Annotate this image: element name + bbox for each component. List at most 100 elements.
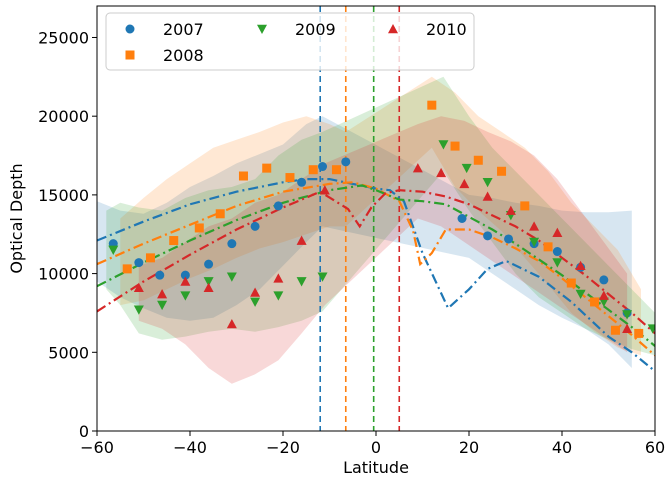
point-2008 <box>308 165 318 175</box>
x-axis-label: Latitude <box>343 458 409 477</box>
point-2008 <box>543 242 553 252</box>
point-2008 <box>590 297 600 307</box>
point-2007 <box>599 275 609 285</box>
point-2010 <box>622 323 633 333</box>
point-2008 <box>285 173 295 183</box>
y-tick-label: 0 <box>79 422 89 441</box>
point-2008 <box>450 141 460 151</box>
point-2010 <box>157 289 168 299</box>
y-tick-label: 10000 <box>38 265 89 284</box>
point-2009 <box>203 277 214 287</box>
point-2010 <box>203 282 214 293</box>
point-2009 <box>598 297 609 307</box>
x-tick-label: 0 <box>371 438 381 457</box>
legend-label-2010: 2010 <box>426 20 467 39</box>
band-2007 <box>97 116 632 368</box>
point-2009 <box>461 163 472 174</box>
point-2008 <box>145 253 155 263</box>
legend-marker-2008 <box>125 50 135 60</box>
reference-lines <box>319 6 401 431</box>
point-2009 <box>180 291 191 301</box>
x-tick-label: −60 <box>80 438 114 457</box>
uncertainty-bands <box>97 76 655 384</box>
point-2007 <box>155 270 165 280</box>
legend-marker-2009 <box>257 24 267 34</box>
x-tick-label: −40 <box>173 438 207 457</box>
point-2009 <box>157 300 168 311</box>
point-2007 <box>227 239 237 249</box>
legend-label-2007: 2007 <box>163 20 204 39</box>
y-axis-label: Optical Depth <box>7 163 26 273</box>
point-2008 <box>610 325 620 335</box>
fit-line-2007 <box>97 178 655 373</box>
point-2010 <box>436 167 447 178</box>
point-2010 <box>273 273 284 283</box>
point-2008 <box>497 166 507 176</box>
point-2010 <box>575 260 586 271</box>
point-2008 <box>169 236 179 246</box>
point-2008 <box>331 165 341 175</box>
point-2010 <box>296 235 307 245</box>
y-tick-label: 25000 <box>38 28 89 47</box>
point-2009 <box>273 291 284 301</box>
point-2007 <box>318 162 328 172</box>
y-tick-label: 5000 <box>48 343 89 362</box>
legend-marker-2007 <box>125 24 135 34</box>
x-tick-label: −20 <box>266 438 300 457</box>
point-2007 <box>297 177 307 187</box>
point-2010 <box>226 318 237 329</box>
point-2007 <box>504 234 514 244</box>
point-2007 <box>552 247 562 257</box>
point-2009 <box>133 305 144 315</box>
point-2010 <box>250 287 261 297</box>
point-2008 <box>194 223 204 233</box>
y-tick-label: 20000 <box>38 107 89 126</box>
point-2009 <box>296 277 307 287</box>
point-2007 <box>483 231 493 241</box>
fit-lines <box>97 178 655 373</box>
point-2007 <box>204 259 214 269</box>
point-2008 <box>215 209 225 219</box>
point-2010 <box>412 163 423 173</box>
point-2008 <box>238 171 248 181</box>
point-2010 <box>505 205 516 215</box>
axes: −60 −40 −20 0 20 40 60 0 5000 10000 15000 20000 2500… <box>38 5 665 457</box>
point-2010 <box>482 191 493 201</box>
legend-box <box>105 12 475 71</box>
y-tick-label: 15000 <box>38 186 89 205</box>
point-2007 <box>273 201 283 211</box>
point-2009 <box>250 297 261 307</box>
point-2010 <box>133 282 144 293</box>
data-points <box>108 100 655 338</box>
point-2009 <box>317 272 328 282</box>
point-2007 <box>457 214 467 223</box>
point-2008 <box>427 100 437 110</box>
band-2009 <box>106 76 655 356</box>
point-2009 <box>552 258 563 268</box>
point-2008 <box>520 201 530 211</box>
legend-label-2009: 2009 <box>295 20 336 39</box>
x-tick-label: 20 <box>459 438 479 457</box>
point-2008 <box>473 155 483 165</box>
fit-line-2010 <box>97 189 655 335</box>
legend: 2007 2008 2009 2010 <box>105 12 475 71</box>
fit-line-2009 <box>97 184 655 347</box>
point-2010 <box>319 185 330 195</box>
point-2009 <box>622 310 633 320</box>
x-tick-label: 40 <box>552 438 572 457</box>
legend-label-2008: 2008 <box>163 46 204 65</box>
point-2008 <box>634 328 644 338</box>
point-2010 <box>552 227 563 237</box>
legend-marker-2010 <box>388 24 398 34</box>
point-2010 <box>598 290 609 300</box>
point-2010 <box>459 178 470 189</box>
point-2007 <box>134 258 144 268</box>
point-2009 <box>438 140 449 150</box>
point-2008 <box>122 264 132 274</box>
point-2010 <box>180 276 191 286</box>
point-2009 <box>482 177 493 188</box>
point-2010 <box>529 221 540 231</box>
x-tick-label: 60 <box>645 438 665 457</box>
point-2008 <box>262 163 272 173</box>
